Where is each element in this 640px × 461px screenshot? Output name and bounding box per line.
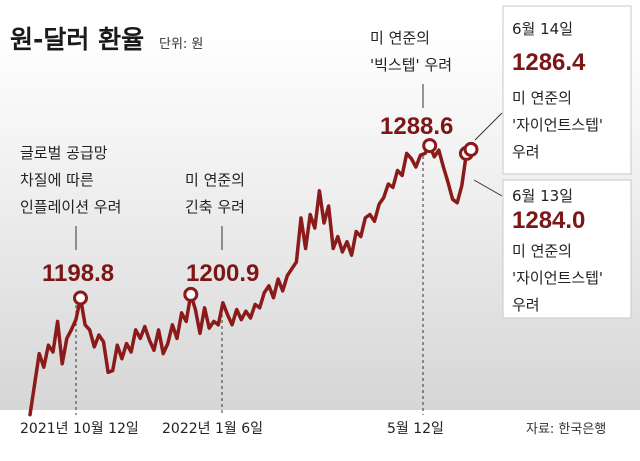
unit-label: 단위: 원 xyxy=(159,37,203,52)
value-label-may: 1288.6 xyxy=(380,113,453,140)
highlight-marker-2 xyxy=(422,138,438,154)
highlight-markers xyxy=(73,138,479,306)
note-jun14-line1: 미 연준의 xyxy=(512,89,572,107)
note-jan-line1: 미 연준의 xyxy=(185,171,245,189)
note-oct-line3: 인플레이션 우려 xyxy=(20,198,121,216)
value-label-oct: 1198.8 xyxy=(42,260,114,287)
note-jun13-line2: '자이언트스텝' xyxy=(512,269,603,287)
value-label-jun14: 1286.4 xyxy=(512,49,586,76)
note-jan-line2: 긴축 우려 xyxy=(185,198,245,216)
value-label-jun13: 1284.0 xyxy=(512,207,585,234)
callout-box-jun13 xyxy=(502,179,632,319)
note-oct-line2: 차질에 따른 xyxy=(20,171,94,189)
note-jun13-line1: 미 연준의 xyxy=(512,242,572,260)
leader-jun14 xyxy=(474,112,503,141)
value-label-jan: 1200.9 xyxy=(186,260,259,287)
chart-title: 원-달러 환율 xyxy=(10,25,144,54)
callout-box-jun14 xyxy=(502,5,632,175)
note-may-line1: 미 연준의 xyxy=(370,29,430,47)
highlight-marker-0 xyxy=(73,290,88,306)
note-jun14-line3: 우려 xyxy=(512,143,540,161)
highlight-marker-1 xyxy=(183,286,199,302)
series-line xyxy=(28,143,473,417)
highlight-marker-4 xyxy=(463,141,479,157)
x-label-may: 5월 12일 xyxy=(387,421,444,437)
source-label: 자료: 한국은행 xyxy=(526,421,606,437)
note-jun13-line3: 우려 xyxy=(512,296,540,314)
date-jun13: 6월 13일 xyxy=(512,187,573,205)
note-may-line2: '빅스텝' 우려 xyxy=(370,56,452,74)
x-label-oct: 2021년 10월 12일 xyxy=(20,421,139,437)
note-jun14-line2: '자이언트스텝' xyxy=(512,116,603,134)
leader-jun13 xyxy=(473,179,503,197)
x-label-jan: 2022년 1월 6일 xyxy=(162,421,263,437)
note-oct-line1: 글로벌 공급망 xyxy=(20,144,108,162)
date-jun14: 6월 14일 xyxy=(512,20,573,38)
